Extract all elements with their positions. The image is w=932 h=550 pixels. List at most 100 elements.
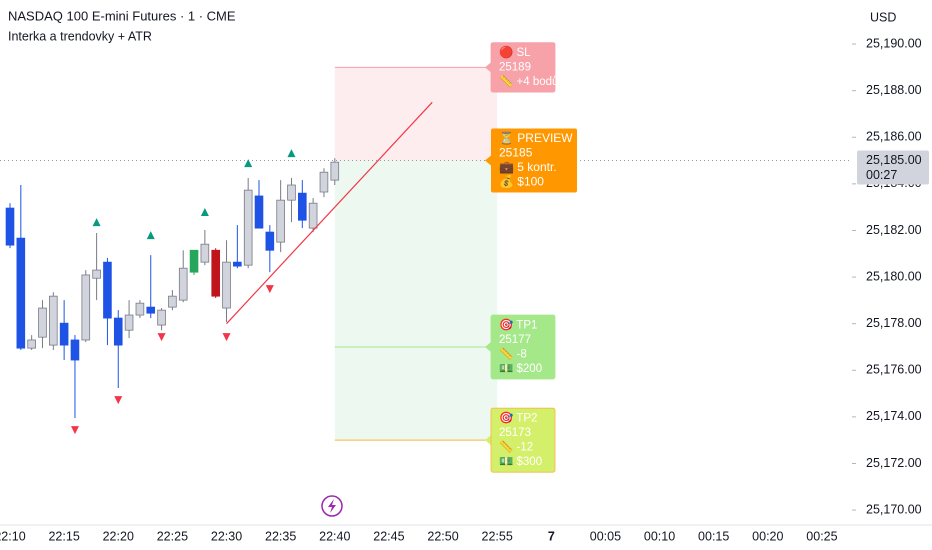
level-box <box>490 407 556 473</box>
indicator-name: Interka a trendovky + ATR <box>8 29 152 43</box>
level-box-text: 💵 $200 <box>499 363 542 375</box>
signal-up <box>244 159 253 168</box>
y-tick-label: 25,176.00 <box>866 363 922 377</box>
level-box <box>491 128 577 193</box>
candle-body <box>168 295 177 308</box>
candle-body <box>157 309 166 326</box>
candle-body <box>276 199 285 243</box>
x-tick-label: 22:45 <box>373 529 404 543</box>
chart-title: NASDAQ 100 E-mini Futures · 1 · CME <box>8 8 236 23</box>
x-tick-label: 00:25 <box>806 529 837 543</box>
y-tick-label: 25,180.00 <box>866 269 922 283</box>
signal-up <box>146 231 155 240</box>
signal-down <box>265 285 274 294</box>
signal-down <box>157 333 166 342</box>
currency: USD <box>870 10 896 24</box>
level-box-text: 💰 $100 <box>499 174 544 188</box>
candle-body <box>38 307 47 338</box>
candle-body <box>103 261 112 319</box>
icon-circle <box>321 495 343 517</box>
signal-down <box>70 426 79 435</box>
candle-body <box>59 322 69 346</box>
candle-body <box>222 261 231 309</box>
x-tick-label: 22:35 <box>265 529 296 543</box>
candle-body <box>49 295 58 346</box>
candle-body <box>200 243 210 263</box>
level-box-text: 💼 5 kontr. <box>499 160 557 174</box>
candle-body <box>113 317 123 346</box>
box-pointer <box>485 341 491 352</box>
candle-body <box>298 192 307 221</box>
level-box-text: 25173 <box>499 427 531 439</box>
icon-bolt <box>328 499 336 513</box>
level-box <box>490 314 556 380</box>
x-tick-label: 22:50 <box>427 529 458 543</box>
level-box <box>490 42 556 93</box>
candle-body <box>233 261 242 267</box>
candle-body <box>243 189 253 266</box>
level-box-text: 📏 -8 <box>499 346 527 360</box>
candle-body <box>124 314 134 331</box>
y-tick-label: 25,188.00 <box>866 83 922 97</box>
level-box-text: ⏳ PREVIEW <box>499 131 573 145</box>
risk-zone <box>334 67 498 161</box>
x-tick-label: 00:05 <box>590 529 621 543</box>
y-tick-label: 25,182.00 <box>866 223 922 237</box>
x-tick-label: 22:55 <box>482 529 513 543</box>
candle-body <box>265 231 275 251</box>
x-tick-label: 00:20 <box>752 529 783 543</box>
box-pointer <box>485 435 491 446</box>
level-box-text: 🎯 TP2 <box>499 410 537 424</box>
candle-body <box>330 161 340 181</box>
level-box-text: 📏 +4 bodů <box>499 74 558 88</box>
candle-body <box>16 237 26 349</box>
last-price-label: 25,185.00 <box>866 153 922 167</box>
trendline <box>226 101 433 325</box>
signal-down <box>114 396 123 405</box>
candle-body <box>189 249 199 273</box>
level-box-text: 🎯 TP1 <box>499 317 537 331</box>
x-tick-label: 22:40 <box>319 529 350 543</box>
y-tick-label: 25,178.00 <box>866 316 922 330</box>
candle-body <box>254 195 264 229</box>
x-tick-label: 22:20 <box>103 529 134 543</box>
signal-up <box>287 149 296 158</box>
x-tick-label: 7 <box>548 529 555 543</box>
x-tick-label: 22:30 <box>211 529 242 543</box>
candle-body <box>211 249 220 297</box>
candle-body <box>81 274 91 341</box>
signal-down <box>222 333 231 342</box>
level-box-text: 💵 $300 <box>499 456 542 468</box>
level-box-text: 25177 <box>499 334 531 346</box>
candle-body <box>27 339 36 349</box>
last-price-badge <box>857 150 929 185</box>
signal-up <box>92 218 101 227</box>
signal-up <box>200 208 209 217</box>
candle-body <box>178 267 188 301</box>
x-tick-label: 22:10 <box>0 529 26 543</box>
y-tick-label: 25,170.00 <box>866 502 922 516</box>
y-tick-label: 25,172.00 <box>866 456 922 470</box>
level-box-text: 25189 <box>499 61 531 73</box>
candle-body <box>135 302 145 316</box>
level-box-text: 📏 -12 <box>499 439 533 453</box>
box-pointer <box>485 62 491 73</box>
box-pointer <box>485 155 491 166</box>
y-tick-label: 25,186.00 <box>866 130 922 144</box>
level-box-text: 25185 <box>499 145 533 159</box>
candle-body <box>70 339 80 361</box>
countdown-label: 00:27 <box>866 168 897 182</box>
candle-body <box>287 184 296 201</box>
candle-body <box>308 202 318 229</box>
background-layer <box>0 43 932 526</box>
candle-body <box>319 171 329 193</box>
reward-zone <box>334 160 498 441</box>
x-tick-label: 22:25 <box>157 529 188 543</box>
candle-body <box>146 306 156 314</box>
x-tick-label: 00:10 <box>644 529 675 543</box>
candle-body <box>5 207 15 246</box>
lightning-icon <box>321 495 343 517</box>
x-tick-label: 22:15 <box>48 529 79 543</box>
